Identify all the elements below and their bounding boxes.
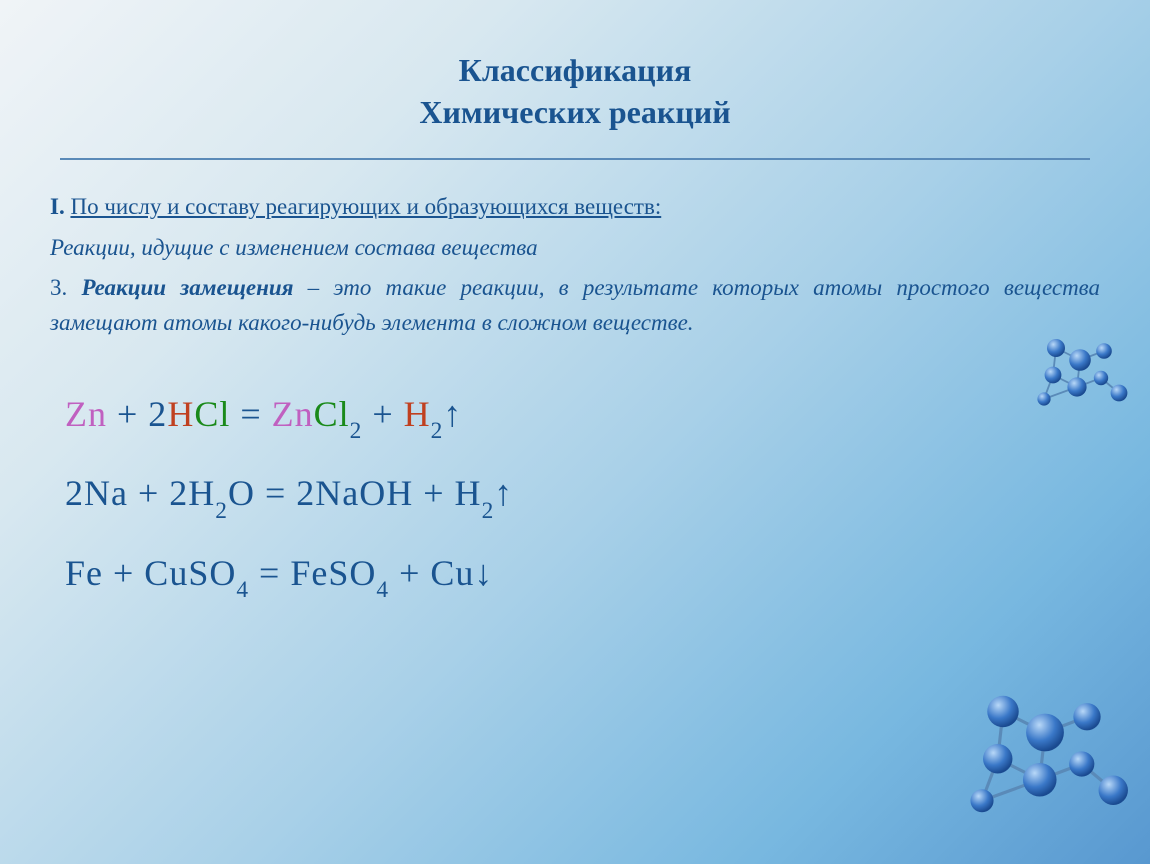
eq1-token: 2 [350, 418, 363, 444]
eq3-sub2: 4 [376, 577, 389, 603]
eq2-sub1: 2 [215, 498, 228, 524]
molecule-icon [940, 680, 1150, 838]
eq1-token: = [230, 394, 271, 434]
eq1-token: Cl [194, 394, 230, 434]
equation-2: 2Na + 2H2O = 2NaOH + H2↑ [65, 454, 1150, 533]
eq3-sub1: 4 [236, 577, 249, 603]
eq2-mid: O = 2NaOH + H [228, 473, 482, 513]
equation-3: Fe + CuSO4 = FeSO4 + Cu↓ [65, 534, 1150, 613]
title-line1: Классификация [459, 52, 692, 88]
eq3-pre: Fe + CuSO [65, 553, 236, 593]
section-subheading: Реакции, идущие с изменением состава вещ… [50, 231, 1100, 266]
eq3-mid: = FeSO [249, 553, 376, 593]
definition-term: Реакции замещения [81, 275, 293, 300]
eq1-token: H [404, 394, 431, 434]
item-number: 3. [50, 275, 67, 300]
section-roman: I. [50, 194, 65, 219]
eq2-arrow: ↑ [494, 473, 513, 513]
page-title: Классификация Химических реакций [0, 0, 1150, 133]
eq1-token: 2 [431, 418, 444, 444]
eq2-sub2: 2 [482, 498, 495, 524]
eq1-token: + [362, 394, 403, 434]
eq1-token: Zn [65, 394, 107, 434]
section-heading: I. По числу и составу реагирующих и обра… [50, 190, 1100, 225]
eq1-token: Zn [272, 394, 314, 434]
eq1-token: Cl [314, 394, 350, 434]
definition-paragraph: 3. Реакции замещения – это такие реакции… [50, 271, 1100, 340]
eq2-pre: 2Na + 2H [65, 473, 215, 513]
molecule-icon [1020, 330, 1140, 420]
section-heading-text: По числу и составу реагирующих и образую… [70, 194, 661, 219]
eq1-token: H [167, 394, 194, 434]
eq1-token: ↑ [443, 394, 462, 434]
eq1-token: + 2 [107, 394, 167, 434]
eq3-tail: + Cu↓ [389, 553, 493, 593]
title-line2: Химических реакций [419, 94, 730, 130]
content-block: I. По числу и составу реагирующих и обра… [0, 160, 1150, 340]
equation-1: Zn + 2HCl = ZnCl2 + H2↑ [65, 375, 1150, 454]
equations-block: Zn + 2HCl = ZnCl2 + H2↑ 2Na + 2H2O = 2Na… [0, 340, 1150, 613]
definition-dash: – [294, 275, 334, 300]
